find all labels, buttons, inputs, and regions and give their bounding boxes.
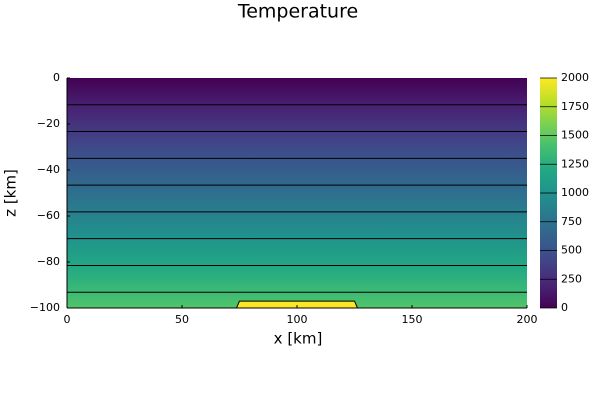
colorbar-tick-label: 750 <box>561 215 582 228</box>
temperature-field <box>67 78 527 308</box>
y-tick-label: −40 <box>37 163 60 176</box>
x-tick-label: 100 <box>287 313 308 326</box>
colorbar-tick-label: 1000 <box>561 186 589 199</box>
y-tick-label: −100 <box>30 301 60 314</box>
y-tick-label: −20 <box>37 117 60 130</box>
chart-title: Temperature <box>237 1 358 23</box>
y-tick-label: −60 <box>37 209 60 222</box>
x-tick-label: 50 <box>175 313 189 326</box>
colorbar-tick-label: 250 <box>561 272 582 285</box>
colorbar-tick-label: 2000 <box>561 71 589 84</box>
y-tick-label: −80 <box>37 255 60 268</box>
x-axis-label: x [km] <box>274 330 323 348</box>
colorbar-tick-label: 1750 <box>561 100 589 113</box>
colorbar-tick-label: 1250 <box>561 157 589 170</box>
y-tick-label: 0 <box>53 71 60 84</box>
x-tick-label: 0 <box>64 313 71 326</box>
x-tick-label: 200 <box>517 313 538 326</box>
x-tick-label: 150 <box>402 313 423 326</box>
colorbar-tick-label: 500 <box>561 244 582 257</box>
colorbar-tick-label: 0 <box>561 301 568 314</box>
y-axis-label: z [km] <box>2 169 20 217</box>
colorbar-tick-label: 1500 <box>561 129 589 142</box>
